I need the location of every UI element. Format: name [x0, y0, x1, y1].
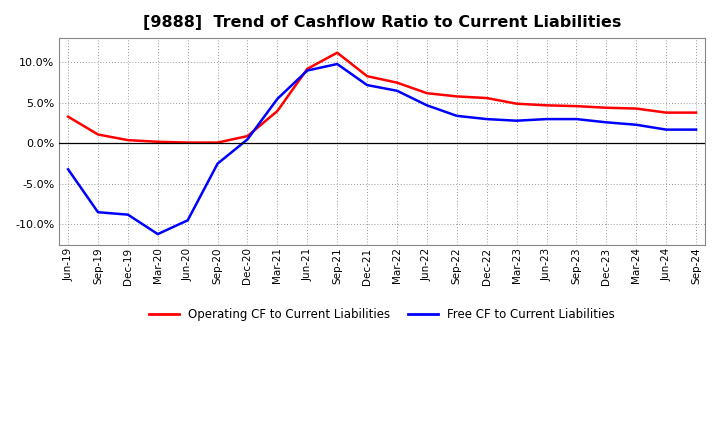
Free CF to Current Liabilities	[542, 117, 551, 122]
Operating CF to Current Liabilities	[692, 110, 701, 115]
Operating CF to Current Liabilities	[273, 108, 282, 114]
Operating CF to Current Liabilities	[333, 50, 341, 55]
Operating CF to Current Liabilities	[213, 140, 222, 145]
Free CF to Current Liabilities	[692, 127, 701, 132]
Operating CF to Current Liabilities	[64, 114, 73, 119]
Operating CF to Current Liabilities	[572, 103, 581, 109]
Operating CF to Current Liabilities	[94, 132, 102, 137]
Operating CF to Current Liabilities	[184, 140, 192, 145]
Free CF to Current Liabilities	[184, 218, 192, 223]
Free CF to Current Liabilities	[64, 167, 73, 172]
Free CF to Current Liabilities	[602, 120, 611, 125]
Free CF to Current Liabilities	[632, 122, 641, 128]
Operating CF to Current Liabilities	[392, 80, 401, 85]
Free CF to Current Liabilities	[153, 231, 162, 237]
Operating CF to Current Liabilities	[602, 105, 611, 110]
Free CF to Current Liabilities	[213, 161, 222, 166]
Free CF to Current Liabilities	[243, 137, 252, 142]
Operating CF to Current Liabilities	[303, 66, 312, 72]
Free CF to Current Liabilities	[333, 62, 341, 67]
Operating CF to Current Liabilities	[662, 110, 670, 115]
Operating CF to Current Liabilities	[482, 95, 491, 101]
Title: [9888]  Trend of Cashflow Ratio to Current Liabilities: [9888] Trend of Cashflow Ratio to Curren…	[143, 15, 621, 30]
Line: Free CF to Current Liabilities: Free CF to Current Liabilities	[68, 64, 696, 234]
Free CF to Current Liabilities	[662, 127, 670, 132]
Free CF to Current Liabilities	[303, 68, 312, 73]
Free CF to Current Liabilities	[363, 82, 372, 88]
Free CF to Current Liabilities	[94, 209, 102, 215]
Free CF to Current Liabilities	[273, 96, 282, 102]
Operating CF to Current Liabilities	[513, 101, 521, 106]
Free CF to Current Liabilities	[124, 212, 132, 217]
Operating CF to Current Liabilities	[124, 138, 132, 143]
Free CF to Current Liabilities	[572, 117, 581, 122]
Legend: Operating CF to Current Liabilities, Free CF to Current Liabilities: Operating CF to Current Liabilities, Fre…	[145, 303, 619, 326]
Operating CF to Current Liabilities	[423, 91, 431, 96]
Operating CF to Current Liabilities	[243, 133, 252, 139]
Free CF to Current Liabilities	[513, 118, 521, 123]
Operating CF to Current Liabilities	[632, 106, 641, 111]
Operating CF to Current Liabilities	[363, 73, 372, 79]
Free CF to Current Liabilities	[482, 117, 491, 122]
Operating CF to Current Liabilities	[153, 139, 162, 144]
Operating CF to Current Liabilities	[542, 103, 551, 108]
Operating CF to Current Liabilities	[452, 94, 461, 99]
Free CF to Current Liabilities	[452, 113, 461, 118]
Free CF to Current Liabilities	[423, 103, 431, 108]
Free CF to Current Liabilities	[392, 88, 401, 93]
Line: Operating CF to Current Liabilities: Operating CF to Current Liabilities	[68, 53, 696, 143]
